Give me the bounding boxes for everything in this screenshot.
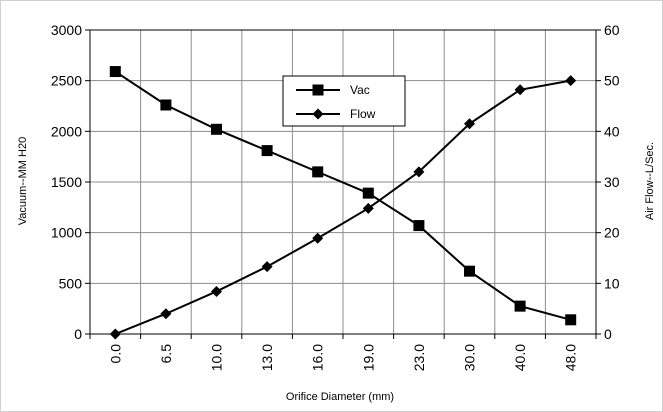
x-tick-label: 6.5	[158, 344, 174, 364]
legend-box	[282, 75, 406, 127]
data-point-flow	[514, 84, 526, 96]
y2-tick-label: 20	[604, 225, 620, 241]
x-tick-label: 13.0	[259, 344, 275, 371]
data-point-vac	[109, 66, 121, 78]
legend-marker-vac	[312, 84, 324, 96]
data-point-vac	[565, 314, 577, 326]
data-point-flow	[160, 308, 172, 320]
data-point-flow	[211, 285, 222, 297]
data-point-vac	[362, 187, 374, 199]
y2-tick-label: 10	[604, 275, 620, 291]
x-axis-title: Orifice Diameter (mm)	[286, 391, 394, 403]
data-point-vac	[211, 123, 222, 135]
series-line-flow	[114, 79, 571, 335]
x-tick-label: 30.0	[462, 344, 478, 371]
data-point-flow	[261, 261, 273, 273]
data-point-vac	[160, 99, 172, 111]
y2-tick-label: 50	[604, 73, 620, 89]
x-tick-label: 23.0	[411, 344, 427, 371]
y-axis-title: Vacuum--MM H20	[17, 137, 29, 225]
data-point-vac	[261, 145, 273, 157]
y2-axis-title: Air Flow--L/Sec.	[644, 142, 656, 220]
y-tick-label: 2500	[51, 73, 82, 89]
y-tick-label: 3000	[51, 22, 82, 38]
x-tick-label: 40.0	[512, 344, 528, 371]
y2-tick-label: 0	[604, 326, 612, 342]
data-point-flow	[109, 328, 121, 340]
series-layer	[109, 66, 577, 340]
x-tick-label: 10.0	[209, 344, 225, 371]
series-line-vac	[114, 70, 571, 321]
data-point-flow	[362, 202, 374, 214]
y-tick-label: 500	[59, 275, 83, 291]
data-point-vac	[312, 166, 324, 178]
y-tick-label: 1500	[51, 174, 82, 190]
data-point-vac	[464, 265, 475, 277]
data-point-flow	[312, 232, 324, 244]
data-point-flow	[413, 166, 425, 178]
x-tick-label: 48.0	[563, 344, 579, 371]
y2-tick-label: 40	[604, 123, 620, 139]
y-tick-label: 0	[74, 326, 82, 342]
x-tick-label: 19.0	[360, 344, 376, 371]
data-point-flow	[464, 118, 475, 130]
legend-marker-flow	[312, 108, 324, 120]
x-tick-label: 16.0	[310, 344, 326, 371]
legend-label-vac: Vac	[350, 83, 370, 97]
data-point-flow	[565, 75, 577, 87]
x-tick-label: 0.0	[107, 344, 123, 364]
data-point-vac	[413, 220, 425, 232]
y-tick-label: 2000	[51, 123, 82, 139]
legend-label-flow: Flow	[350, 107, 376, 121]
axes: 0 500 1000 1500 2000 2500 3000 0 10 20 30 40 50 60 0.0…	[51, 22, 620, 371]
y2-tick-label: 30	[604, 174, 620, 190]
data-point-vac	[514, 300, 526, 312]
legend: Vac Flow	[282, 75, 406, 127]
y-tick-label: 1000	[51, 225, 82, 241]
y2-tick-label: 60	[604, 22, 620, 38]
